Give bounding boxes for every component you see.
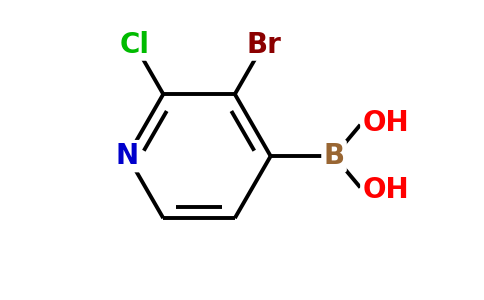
Text: Cl: Cl	[120, 31, 150, 58]
Text: OH: OH	[363, 176, 409, 203]
Text: N: N	[116, 142, 139, 170]
Text: B: B	[323, 142, 345, 170]
Text: Br: Br	[246, 31, 281, 58]
Text: OH: OH	[363, 109, 409, 137]
